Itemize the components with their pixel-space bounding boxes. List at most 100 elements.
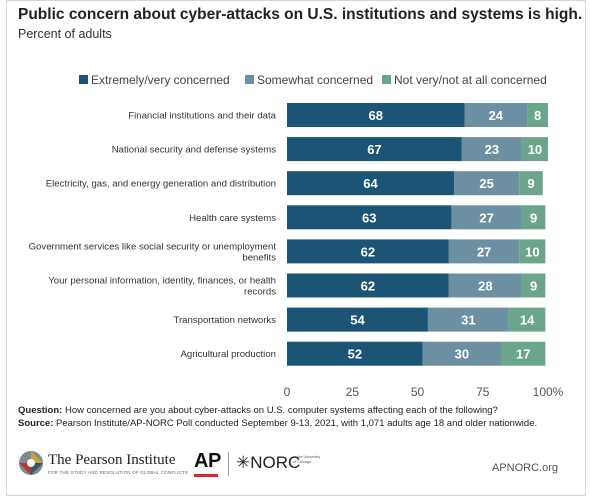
source-text: Pearson Institute/AP-NORC Poll conducted… xyxy=(56,418,538,429)
category-label-line: National security and defense systems xyxy=(112,145,276,156)
legend-swatch-somewhat xyxy=(245,75,254,84)
source-note: Source: Pearson Institute/AP-NORC Poll c… xyxy=(18,418,537,429)
data-label: 28 xyxy=(478,279,492,294)
chart-title: Public concern about cyber-attacks on U.… xyxy=(18,6,583,23)
category-label: Agricultural production xyxy=(181,349,276,360)
question-note: Question: How concerned are you about cy… xyxy=(18,405,498,416)
bar-segment xyxy=(287,341,423,366)
bar-segment xyxy=(287,273,449,298)
bar-segment xyxy=(464,103,528,127)
legend-swatch-not-very xyxy=(382,75,391,84)
source-label: Source: xyxy=(18,418,54,429)
x-tick-label: 100% xyxy=(533,385,564,399)
legend-item-not-very: Not very/not at all concerned xyxy=(382,73,547,87)
data-label: 68 xyxy=(369,108,383,123)
bar-segment xyxy=(451,205,522,230)
category-label-line: Health care systems xyxy=(189,213,276,224)
bar-segment xyxy=(287,171,455,196)
legend-item-extremely: Extremely/very concerned xyxy=(79,73,230,87)
category-label-line: records xyxy=(244,287,276,298)
x-tick-label: 25 xyxy=(346,385,360,399)
bar-segment xyxy=(422,341,502,366)
bar-segment xyxy=(508,307,546,332)
bar-segment xyxy=(287,307,428,332)
data-label: 9 xyxy=(527,176,534,191)
data-label: 27 xyxy=(479,210,493,225)
bar-chart: Financial institutions and their data 68 2… xyxy=(29,103,564,399)
bar-segment xyxy=(461,137,522,162)
bar-segment xyxy=(519,239,546,264)
data-label: 63 xyxy=(362,210,376,225)
legend-item-somewhat: Somewhat concerned xyxy=(245,73,373,87)
data-label: 24 xyxy=(489,108,504,123)
data-label: 54 xyxy=(350,313,365,328)
category-label: Health care systems xyxy=(189,213,276,224)
bar-segment xyxy=(287,103,465,127)
legend-label-extremely: Extremely/very concerned xyxy=(91,73,230,87)
data-label: 30 xyxy=(455,347,469,362)
x-tick-label: 75 xyxy=(476,385,490,399)
category-label: Your personal information, identity, fin… xyxy=(48,276,276,298)
pearson-institute-logo-icon xyxy=(18,450,44,476)
category-label-line: Government services like social security… xyxy=(29,241,277,252)
bar-segment xyxy=(519,171,543,196)
question-label: Question: xyxy=(18,405,63,416)
bar-segment xyxy=(454,171,520,196)
bar-segment xyxy=(527,103,548,127)
data-label: 9 xyxy=(530,279,537,294)
x-tick-label: 50 xyxy=(411,385,425,399)
bar-segment xyxy=(448,273,522,298)
ap-logo: AP xyxy=(194,450,221,472)
bar-segment xyxy=(521,205,546,230)
legend-label-somewhat: Somewhat concerned xyxy=(257,73,374,87)
data-label: 62 xyxy=(361,244,375,259)
chart-legend: Extremely/very concerned Somewhat concer… xyxy=(0,73,560,89)
question-text: How concerned are you about cyber-attack… xyxy=(64,405,498,416)
bar-segment xyxy=(521,137,548,162)
data-label: 64 xyxy=(363,176,378,191)
bar-segment xyxy=(287,205,452,230)
bar-segment xyxy=(287,239,449,264)
bar-segment xyxy=(521,273,546,298)
data-label: 27 xyxy=(477,244,491,259)
pearson-institute-tagline: FOR THE STUDY AND RESOLUTION OF GLOBAL C… xyxy=(48,470,189,475)
category-label-line: Transportation networks xyxy=(173,315,276,326)
bar-segment xyxy=(448,239,520,264)
data-label: 8 xyxy=(534,108,541,123)
pearson-institute-name: The Pearson Institute xyxy=(48,452,176,468)
bar-segment xyxy=(287,137,462,162)
norc-subtitle: at the University of Chicago xyxy=(293,455,321,464)
chart-subtitle: Percent of adults xyxy=(18,27,112,41)
category-label: Government services like social security… xyxy=(29,241,277,263)
category-label-line: Agricultural production xyxy=(181,349,276,360)
category-label: National security and defense systems xyxy=(112,145,276,156)
data-label: 10 xyxy=(525,244,539,259)
apnorc-site-link[interactable]: APNORC.org xyxy=(491,462,558,474)
data-label: 67 xyxy=(367,142,381,157)
ap-logo-underline xyxy=(194,474,218,477)
bar-segment xyxy=(501,341,546,366)
x-tick-label: 0 xyxy=(284,385,291,399)
data-label: 14 xyxy=(520,313,535,328)
data-label: 9 xyxy=(530,210,537,225)
bar-segment xyxy=(427,307,509,332)
data-label: 17 xyxy=(516,347,530,362)
data-label: 25 xyxy=(479,176,493,191)
data-label: 31 xyxy=(461,313,475,328)
category-label-line: Your personal information, identity, fin… xyxy=(48,276,276,287)
norc-logo: ✳NORC xyxy=(236,453,301,472)
data-label: 52 xyxy=(348,347,362,362)
legend-swatch-extremely xyxy=(79,75,88,84)
logo-divider xyxy=(228,452,229,476)
category-label: Transportation networks xyxy=(173,315,276,326)
data-label: 62 xyxy=(361,279,375,294)
category-label-line: Electricity, gas, and energy generation … xyxy=(46,179,276,190)
category-label: Electricity, gas, and energy generation … xyxy=(46,179,276,190)
data-label: 23 xyxy=(485,142,499,157)
category-label-line: benefits xyxy=(242,252,276,263)
legend-label-not-very: Not very/not at all concerned xyxy=(394,73,547,87)
category-label: Financial institutions and their data xyxy=(128,111,276,122)
category-label-line: Financial institutions and their data xyxy=(128,111,276,122)
data-label: 10 xyxy=(528,142,542,157)
logo-row: The Pearson Institute FOR THE STUDY AND … xyxy=(18,450,558,482)
